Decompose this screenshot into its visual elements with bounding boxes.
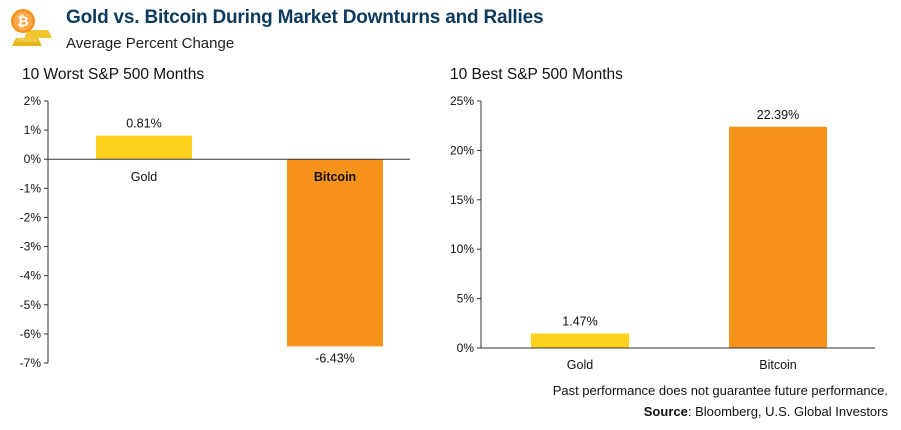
y-tick-label: -4% (20, 269, 42, 283)
bar-gold (531, 333, 629, 348)
page-title: Gold vs. Bitcoin During Market Downturns… (66, 7, 544, 28)
source-note: Source: Bloomberg, U.S. Global Investors (644, 404, 888, 419)
y-tick-label: -3% (20, 240, 42, 254)
y-tick-label: 2% (24, 94, 42, 108)
y-tick-label: 1% (24, 123, 42, 137)
bitcoin-gold-logo-icon: ₿ (11, 9, 52, 46)
data-label: 22.39% (757, 108, 799, 122)
category-label: Gold (567, 358, 593, 372)
y-tick-label: -2% (20, 210, 42, 224)
y-tick-label: 5% (457, 292, 475, 306)
y-tick-label: 15% (450, 193, 474, 207)
right-chart-title: 10 Best S&P 500 Months (450, 66, 623, 83)
page-subtitle: Average Percent Change (66, 35, 235, 52)
y-tick-label: -5% (20, 298, 42, 312)
svg-text:₿: ₿ (17, 13, 28, 29)
y-tick-label: 10% (450, 242, 474, 256)
bar-bitcoin (729, 126, 827, 348)
data-label: -6.43% (315, 351, 355, 365)
source-text: : Bloomberg, U.S. Global Investors (687, 404, 888, 419)
category-label: Gold (131, 170, 157, 184)
y-tick-label: -7% (20, 356, 42, 370)
bar-bitcoin (287, 159, 383, 347)
y-tick-label: 0% (24, 152, 42, 166)
data-label: 0.81% (126, 117, 161, 131)
left-chart-title: 10 Worst S&P 500 Months (22, 66, 205, 83)
category-label: Bitcoin (759, 358, 797, 372)
bar-gold (96, 135, 192, 160)
y-tick-label: 20% (450, 143, 474, 157)
category-label: Bitcoin (314, 170, 356, 184)
y-tick-label: 25% (450, 94, 474, 108)
disclaimer-note: Past performance does not guarantee futu… (552, 383, 888, 398)
y-tick-label: -6% (20, 327, 42, 341)
data-label: 1.47% (562, 314, 597, 328)
source-label: Source (643, 404, 688, 419)
y-tick-label: 0% (457, 341, 475, 355)
y-tick-label: -1% (20, 181, 42, 195)
